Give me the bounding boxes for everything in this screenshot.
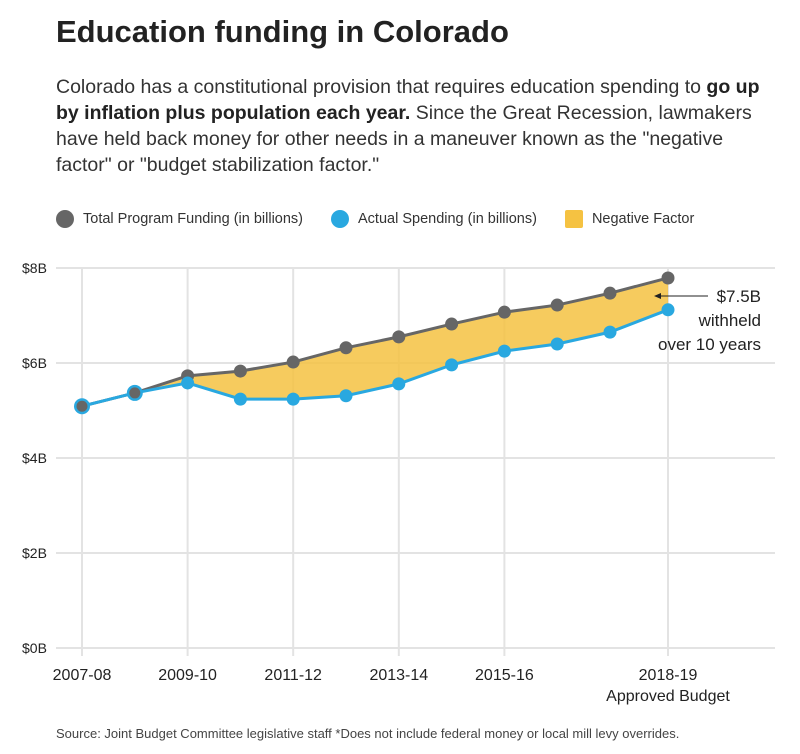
y-tick-label: $0B: [22, 640, 47, 656]
total-funding-point-overlap: [76, 400, 88, 412]
chart-title: Education funding in Colorado: [56, 14, 509, 49]
total-funding-point: [286, 355, 300, 369]
x-tick-label: 2011-12: [264, 667, 322, 684]
desc-bold: go up by inflation plus population each …: [56, 76, 760, 124]
y-tick-label: $8B: [22, 260, 47, 276]
legend-swatch-actual: [331, 210, 350, 228]
total-funding-point: [497, 305, 511, 319]
total-funding-point: [233, 364, 247, 378]
total-funding-point: [603, 286, 617, 300]
annotation-arrow-head: [654, 293, 661, 299]
y-tick-label: $2B: [22, 545, 47, 561]
annotation-text: withheld: [698, 311, 761, 330]
desc-text-2: Since the Great Recession, lawmakers hav…: [56, 102, 752, 176]
actual-spending-point: [445, 358, 459, 372]
desc-text-1: Colorado has a constitutional provision …: [56, 76, 707, 98]
chart-description: Colorado has a constitutional provision …: [56, 74, 766, 178]
total-funding-point: [445, 317, 459, 331]
actual-spending-point: [286, 392, 300, 406]
total-funding-line: [81, 276, 669, 408]
x-tick-label: 2007-08: [53, 667, 112, 684]
actual-spending-point: [339, 389, 353, 403]
total-funding-point-overlap: [129, 387, 141, 399]
x-tick-label: 2013-14: [369, 667, 428, 684]
annotation-text: over 10 years: [658, 335, 761, 354]
legend-item-negative: Negative Factor: [564, 210, 695, 228]
legend-swatch-total: [56, 210, 74, 228]
legend-item-actual: Actual Spending (in billions): [331, 210, 537, 228]
legend: Total Program Funding (in billions) Actu…: [56, 210, 722, 228]
actual-spending-point: [550, 337, 564, 351]
actual-spending-point: [181, 376, 195, 390]
y-tick-label: $6B: [22, 355, 47, 371]
actual-spending-point: [661, 303, 675, 317]
actual-spending-point: [603, 325, 617, 339]
source-note: Source: Joint Budget Committee legislati…: [56, 726, 680, 741]
total-funding-point: [392, 330, 406, 344]
x-tick-sublabel: Approved Budget: [606, 688, 730, 705]
actual-spending-point: [233, 392, 247, 406]
y-tick-label: $4B: [22, 450, 47, 466]
legend-swatch-negative: [564, 210, 583, 228]
legend-item-total: Total Program Funding (in billions): [56, 210, 303, 228]
total-funding-point: [550, 298, 564, 312]
legend-label-total: Total Program Funding (in billions): [83, 211, 304, 227]
legend-label-actual: Actual Spending (in billions): [358, 211, 537, 227]
total-funding-point: [339, 341, 353, 355]
legend-label-negative: Negative Factor: [591, 211, 695, 227]
x-tick-label: 2015-16: [475, 667, 534, 684]
annotation-text: $7.5B: [717, 287, 761, 306]
total-funding-point: [661, 271, 675, 285]
x-tick-label: 2018-19: [639, 667, 698, 684]
x-tick-label: 2009-10: [158, 667, 217, 684]
actual-spending-point: [392, 377, 406, 391]
actual-spending-point: [497, 344, 511, 358]
actual-spending-line: [81, 308, 669, 408]
